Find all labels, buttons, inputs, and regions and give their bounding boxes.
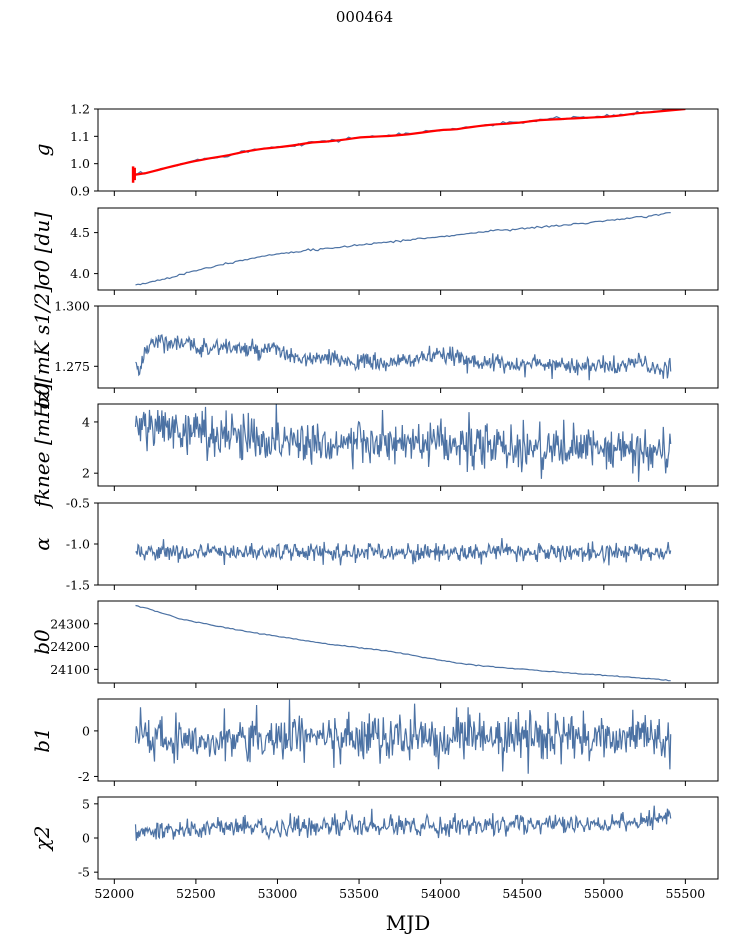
y-tick-label: 0 <box>82 831 90 846</box>
y-axis-label: fknee [mHz] <box>30 382 54 509</box>
panel-1: 0.9 1.0 1.1 1.2 g <box>30 102 719 199</box>
panel-2: 4.0 4.5 σ0 [du] <box>30 207 719 295</box>
y-tick-label: 0 <box>82 723 90 738</box>
y-axis-label: b0 <box>30 629 54 655</box>
y-axis-label: σ0[mK s1/2] <box>30 284 54 409</box>
panel-5: -1.5 -1.0 -0.5 α <box>30 496 719 593</box>
series-line-1 <box>134 699 672 774</box>
series-line-1 <box>134 805 672 841</box>
series-line-1 <box>135 334 672 381</box>
x-axis-label: MJD <box>386 911 431 935</box>
series-line-1 <box>135 538 672 566</box>
series-line-1 <box>134 404 672 482</box>
panel-frame <box>97 600 719 684</box>
y-axis-label: g <box>30 144 54 157</box>
panel-frame <box>97 207 719 291</box>
x-tick-label: 54000 <box>421 886 461 901</box>
y-tick-label: 1.2 <box>70 102 90 117</box>
panel-4: 2 4 fknee [mHz] <box>30 382 719 509</box>
panel-frame <box>97 305 719 389</box>
y-tick-label: 24200 <box>50 639 90 654</box>
y-axis-label: σ0 [du] <box>30 212 54 286</box>
y-axis-label: b1 <box>30 727 54 753</box>
series-line-2 <box>132 109 686 177</box>
panel-frame <box>97 698 719 782</box>
x-tick-label: 52500 <box>176 886 216 901</box>
y-tick-label: 4.5 <box>70 225 90 240</box>
y-axis-label: α <box>30 537 54 551</box>
y-tick-label: -1.0 <box>66 537 90 552</box>
y-tick-label: 1.300 <box>54 299 90 314</box>
series-line-1 <box>135 604 671 682</box>
series-line-1 <box>135 212 671 286</box>
panel-8: -5 0 5 52000 52500 53000 53500 54000 54500 55000 5… <box>30 796 719 901</box>
y-tick-label: 1.0 <box>70 156 90 171</box>
y-tick-label: 2 <box>82 466 90 481</box>
panel-frame <box>97 108 719 192</box>
y-tick-label: 5 <box>82 796 90 811</box>
y-tick-label: 4 <box>82 414 90 429</box>
panel-frame <box>97 796 719 880</box>
x-tick-label: 53000 <box>258 886 298 901</box>
x-tick-label: 54500 <box>502 886 542 901</box>
y-tick-label: 24100 <box>50 662 90 677</box>
panel-frame <box>97 403 719 487</box>
x-tick-label: 52000 <box>94 886 134 901</box>
y-tick-label: 0.9 <box>70 184 90 199</box>
y-tick-label: 1.1 <box>70 129 90 144</box>
y-tick-label: -1.5 <box>66 578 90 593</box>
y-tick-label: 24300 <box>50 616 90 631</box>
y-tick-label: -5 <box>78 865 90 880</box>
x-tick-label: 55000 <box>584 886 624 901</box>
x-tick-label: 55500 <box>665 886 705 901</box>
y-tick-label: 4.0 <box>70 266 90 281</box>
figure-title: 000464 <box>335 8 394 26</box>
x-tick-label: 53500 <box>339 886 379 901</box>
panel-7: -2 0 b1 <box>30 698 719 786</box>
y-tick-label: -2 <box>78 769 90 784</box>
y-tick-label: -0.5 <box>66 496 90 511</box>
y-tick-label: 1.275 <box>54 359 90 374</box>
gain-error-bar <box>131 166 136 183</box>
y-axis-label: χ2 <box>30 826 54 853</box>
